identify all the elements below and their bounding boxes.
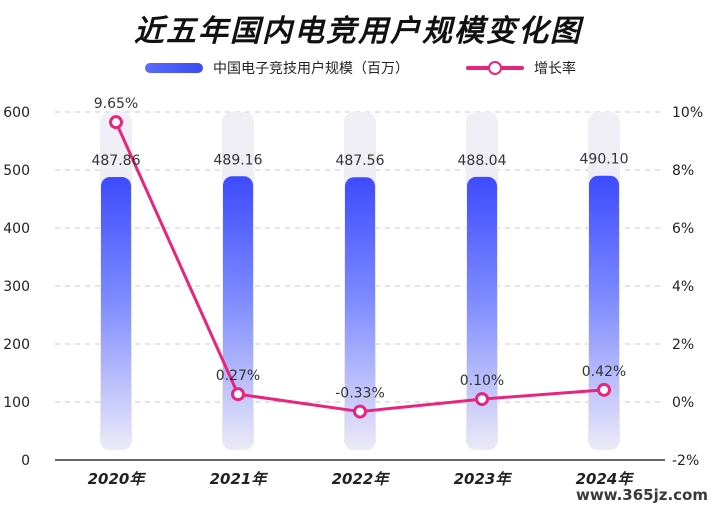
y-right-tick-label: 0% — [672, 395, 694, 411]
bar — [345, 177, 375, 450]
x-tick-label: 2021年 — [210, 470, 269, 488]
legend-bar: 中国电子竞技用户规模（百万） — [145, 58, 409, 78]
y-left-tick-label: 200 — [3, 337, 30, 353]
bar-value-label: 490.10 — [580, 152, 629, 168]
line-swatch-icon — [466, 61, 524, 75]
legend-bar-label: 中国电子竞技用户规模（百万） — [213, 61, 409, 77]
growth-rate-point — [109, 115, 123, 130]
y-left-tick-label: 100 — [3, 395, 30, 411]
y-left-tick-label: 600 — [3, 105, 30, 121]
bar-swatch-icon — [145, 63, 203, 73]
growth-rate-point — [597, 382, 611, 397]
growth-rate-label: 0.10% — [460, 373, 504, 389]
bar — [223, 176, 253, 450]
y-left-tick-label: 300 — [3, 279, 30, 295]
y-left-tick-label: 500 — [3, 163, 30, 179]
bar — [467, 176, 497, 450]
chart-title: 近五年国内电竞用户规模变化图 — [134, 14, 582, 49]
growth-rate-point — [475, 392, 489, 407]
y-right-tick-label: 6% — [672, 221, 694, 237]
legend-line: 增长率 — [466, 58, 576, 78]
growth-rate-label: 0.42% — [582, 364, 626, 380]
y-right-tick-label: 2% — [672, 337, 694, 353]
bar-value-label: 488.04 — [458, 153, 507, 169]
y-left-tick-label: 0 — [21, 453, 30, 469]
growth-rate-label: -0.33% — [335, 386, 385, 402]
legend-line-label: 增长率 — [534, 61, 576, 77]
growth-rate-point — [231, 387, 245, 402]
x-tick-label: 2020年 — [88, 470, 147, 488]
x-tick-label: 2023年 — [454, 470, 513, 488]
growth-rate-label: 9.65% — [94, 96, 138, 112]
y-right-tick-label: 10% — [672, 105, 703, 121]
y-left-tick-label: 400 — [3, 221, 30, 237]
y-right-tick-label: 4% — [672, 279, 694, 295]
bar — [589, 175, 619, 450]
bar — [101, 177, 131, 450]
x-tick-label: 2022年 — [332, 470, 391, 488]
watermark: www.365jz.com — [575, 486, 708, 504]
bar-value-label: 487.56 — [336, 153, 385, 169]
x-tick-label: 2024年 — [576, 470, 635, 488]
bar-value-label: 489.16 — [214, 152, 263, 168]
y-right-tick-label: -2% — [672, 453, 699, 469]
y-right-tick-label: 8% — [672, 163, 694, 179]
growth-rate-point — [353, 404, 367, 419]
bar-value-label: 487.86 — [92, 153, 141, 169]
growth-rate-label: 0.27% — [216, 368, 260, 384]
